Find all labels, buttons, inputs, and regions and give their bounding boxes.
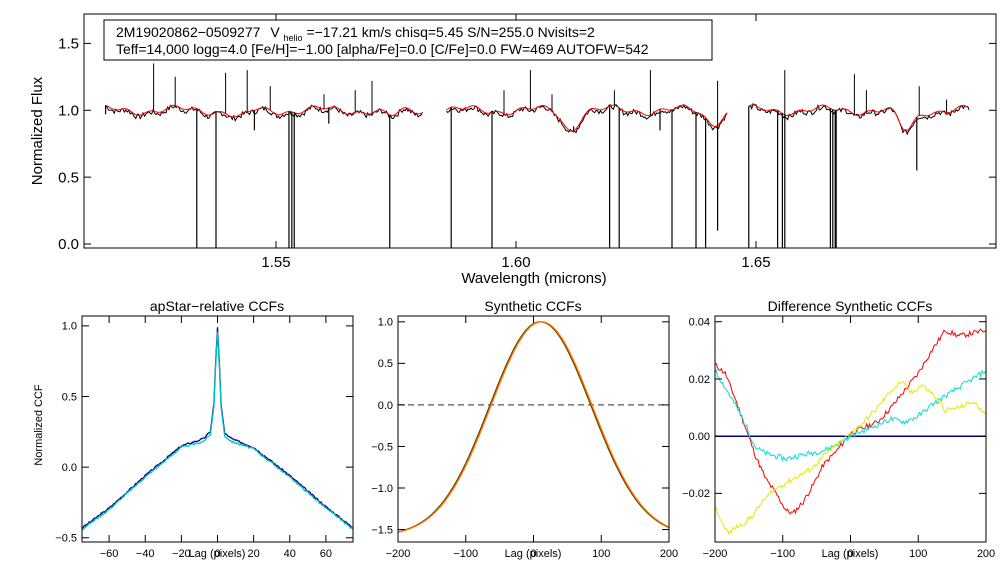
difference-ccf-panel: Difference Synthetic CCFs −200 −100 0 100 20… <box>682 298 995 560</box>
spectrum-data-chip-3 <box>748 102 970 136</box>
apstar-ccf-line-2 <box>81 331 354 531</box>
apstar-ccf-line-1 <box>81 327 354 529</box>
difference-ccf-ytick-label: 0.00 <box>689 431 710 443</box>
spectrum-ylabel: Normalized Flux <box>29 76 46 185</box>
apstar-ccf-xtick-label: 60 <box>320 548 332 560</box>
difference-ccf-line-2 <box>714 368 987 462</box>
spectrum-ytick-label: 0.5 <box>58 169 79 186</box>
synthetic-ccf-panel: Synthetic CCFs −200 −100 0 100 200 −1.5 −1.0 −0… <box>371 298 678 560</box>
difference-ccf-series <box>714 328 987 535</box>
synthetic-ccf-title: Synthetic CCFs <box>484 298 581 314</box>
synthetic-ccf-ytick-label: 1.0 <box>378 317 393 329</box>
difference-ccf-xtick-label: 0 <box>847 548 853 560</box>
spectrum-ytick-label: 1.5 <box>58 36 79 53</box>
apstar-ccf-ytick-label: 1.0 <box>62 321 77 333</box>
spectrum-ytick-label: 1.0 <box>58 103 79 120</box>
spectrum-xtick-label: 1.60 <box>501 254 530 271</box>
apstar-ccf-ytick-label: −0.5 <box>55 533 77 545</box>
apstar-ccf-frame <box>81 315 354 543</box>
spectrum-xtick-label: 1.65 <box>741 254 770 271</box>
difference-ccf-xtick-label: 100 <box>909 548 927 560</box>
apstar-ccf-ytick-label: 0.5 <box>62 391 77 403</box>
spectrum-panel: 1.55 1.60 1.65 0.0 0.5 1.0 1.5 2M19020862−0509… <box>29 13 997 287</box>
synthetic-ccf-ytick-label: 0.0 <box>378 400 393 412</box>
apstar-ccf-series <box>81 327 354 531</box>
spectrum-data-chip-2 <box>446 103 728 134</box>
synthetic-ccf-line-3 <box>397 321 670 533</box>
difference-ccf-line-1 <box>714 328 987 515</box>
apstar-ccf-xtick-label: −20 <box>172 548 191 560</box>
difference-ccf-ytick-label: 0.02 <box>689 374 710 386</box>
synthetic-ccf-xtick-label: 0 <box>530 548 536 560</box>
apstar-ccf-xtick-label: 0 <box>214 548 220 560</box>
difference-ccf-xlabel: Lag (pixels) <box>822 548 879 560</box>
apstar-ccf-ticks: −60 −40 −20 0 20 40 60 −0.5 0.0 0.5 1.0 <box>55 316 353 560</box>
difference-ccf-frame <box>714 315 987 543</box>
difference-ccf-ytick-label: 0.04 <box>689 317 710 329</box>
difference-ccf-xtick-label: −200 <box>703 548 728 560</box>
apstar-ccf-xtick-label: 40 <box>284 548 296 560</box>
v-helio-subscript: helio <box>284 33 303 43</box>
synthetic-ccf-ytick-label: −1.5 <box>371 524 393 536</box>
v-helio-symbol: V <box>270 24 280 40</box>
apstar-ccf-xtick-label: 20 <box>248 548 260 560</box>
difference-ccf-xtick-label: −100 <box>770 548 795 560</box>
apstar-ccf-ytick-label: 0.0 <box>62 462 77 474</box>
spectrum-xlabel: Wavelength (microns) <box>461 270 606 287</box>
apstar-ccf-ylabel: Normalized CCF <box>33 384 45 466</box>
difference-ccf-line-3 <box>714 380 987 535</box>
apstar-ccf-xtick-label: −60 <box>100 548 119 560</box>
difference-ccf-ticks: −200 −100 0 100 200 −0.02 0.00 0.02 0.04 <box>682 316 995 560</box>
difference-ccf-xtick-label: 200 <box>977 548 995 560</box>
spectrum-data-chip-1 <box>105 104 423 122</box>
spectrum-model-chip-2 <box>446 104 728 132</box>
synthetic-ccf-xtick-label: −100 <box>453 548 478 560</box>
synthetic-ccf-xlabel: Lag (pixels) <box>505 548 562 560</box>
spectrum-ytick-label: 0.0 <box>58 236 79 253</box>
synthetic-ccf-xtick-label: 200 <box>660 548 678 560</box>
apstar-ccf-panel: apStar−relative CCFs −60 −40 −20 0 20 40 60 −0.… <box>33 298 354 560</box>
spectrum-model-chip-1 <box>105 104 423 118</box>
spectrum-series <box>104 63 970 248</box>
difference-ccf-title: Difference Synthetic CCFs <box>768 298 933 314</box>
synthetic-ccf-line-1 <box>397 321 670 533</box>
annotation-line-1-values: =−17.21 km/s chisq=5.45 S/N=255.0 Nvisit… <box>306 24 595 40</box>
synthetic-ccf-series <box>397 321 670 533</box>
synthetic-ccf-ytick-label: −1.0 <box>371 483 393 495</box>
annotation-line-1: 2M19020862−0509277 V helio =−17.21 km/s … <box>116 24 595 44</box>
synthetic-ccf-ytick-label: 0.5 <box>378 358 393 370</box>
spectrum-frame <box>83 13 997 249</box>
spectrum-ticks: 1.55 1.60 1.65 0.0 0.5 1.0 1.5 <box>58 14 996 271</box>
apstar-ccf-xlabel: Lag (pixels) <box>189 548 246 560</box>
spectrum-model-chip-3 <box>748 104 970 132</box>
synthetic-ccf-ticks: −200 −100 0 100 200 −1.5 −1.0 −0.5 0.0 0.5 1.0 <box>371 316 678 560</box>
spectrum-annotation: 2M19020862−0509277 V helio =−17.21 km/s … <box>103 19 713 61</box>
synthetic-ccf-ytick-label: −0.5 <box>371 441 393 453</box>
apstar-ccf-title: apStar−relative CCFs <box>150 298 284 314</box>
synthetic-ccf-line-2 <box>397 321 670 533</box>
apstar-ccf-xtick-label: −40 <box>136 548 155 560</box>
annotation-box <box>103 19 713 61</box>
annotation-line-2: Teff=14,000 logg=4.0 [Fe/H]=−1.00 [alpha… <box>116 41 649 57</box>
difference-ccf-ytick-label: −0.02 <box>682 488 710 500</box>
synthetic-ccf-xtick-label: −200 <box>386 548 411 560</box>
star-id: 2M19020862−0509277 <box>116 24 261 40</box>
synthetic-ccf-xtick-label: 100 <box>592 548 610 560</box>
spectrum-xtick-label: 1.55 <box>261 254 290 271</box>
